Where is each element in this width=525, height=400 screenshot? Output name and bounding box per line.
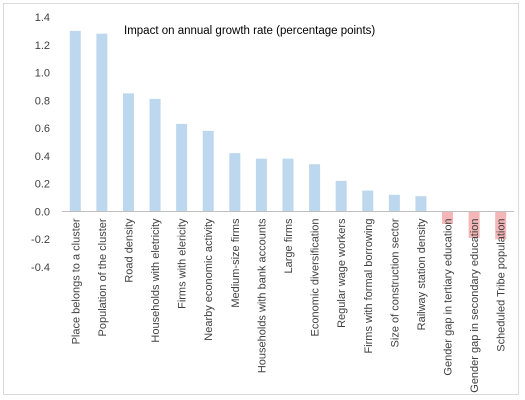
chart-title: Impact on annual growth rate (percentage… — [124, 25, 375, 37]
bar — [149, 98, 161, 212]
bar — [282, 158, 294, 212]
y-tick-label: 0.4 — [35, 151, 50, 163]
bar — [229, 153, 241, 212]
category-label: Firms with elericity — [177, 218, 189, 309]
y-tick-label: 1.0 — [35, 68, 50, 80]
y-tick-label: 1.4 — [35, 12, 50, 24]
y-tick-label: 0.8 — [35, 95, 50, 107]
category-label: Road density — [123, 218, 135, 283]
y-tick-label: 1.2 — [35, 40, 50, 52]
bar — [495, 211, 507, 240]
category-label: Medium-size firms — [230, 218, 242, 308]
y-tick-label: -0.2 — [31, 234, 50, 246]
category-label: Population of the cluster — [97, 218, 109, 336]
bar — [388, 194, 400, 212]
bar — [176, 123, 188, 212]
category-label: Railway station density — [416, 218, 428, 330]
bar — [362, 190, 374, 212]
category-label: Regular wage workers — [336, 218, 348, 328]
y-tick-label: 0.0 — [35, 206, 50, 218]
bars — [69, 30, 507, 240]
category-label: Nearby economic activity — [203, 218, 215, 341]
bar — [468, 211, 480, 238]
category-label: Place belongs to a cluster — [70, 218, 82, 344]
category-label: Size of construction sector — [389, 218, 401, 347]
bar — [255, 158, 267, 212]
y-tick-label: 0.2 — [35, 179, 50, 191]
bar-chart: -0.4 -0.2 0.0 0.2 0.4 0.6 0.8 1.0 1.2 1.4 Place b… — [31, 12, 514, 393]
bar — [69, 30, 81, 212]
bar — [442, 211, 454, 224]
category-label: Gender gap in tertiary education — [443, 218, 455, 375]
bar — [96, 33, 108, 212]
y-tick-label: -0.4 — [31, 262, 50, 274]
chart-frame: -0.4 -0.2 0.0 0.2 0.4 0.6 0.8 1.0 1.2 1.4 Place b… — [3, 3, 519, 395]
bar — [309, 164, 321, 212]
category-labels: Place belongs to a cluster Population of … — [70, 218, 507, 393]
bar — [202, 130, 214, 212]
y-tick-label: 0.6 — [35, 123, 50, 135]
y-axis: -0.4 -0.2 0.0 0.2 0.4 0.6 0.8 1.0 1.2 1.4 — [31, 12, 50, 274]
bar — [415, 196, 427, 212]
category-label: Scheduled Tribe population — [496, 218, 508, 351]
category-label: Gender gap in secondary education — [469, 218, 481, 392]
bar — [335, 180, 347, 212]
bar — [122, 93, 134, 212]
category-label: Households with eletricity — [150, 218, 162, 343]
category-label: Firms with formal borrowing — [363, 218, 375, 353]
category-label: Households with bank accounts — [256, 218, 268, 373]
category-label: Large firms — [283, 218, 295, 274]
category-label: Economic diversification — [310, 218, 322, 336]
